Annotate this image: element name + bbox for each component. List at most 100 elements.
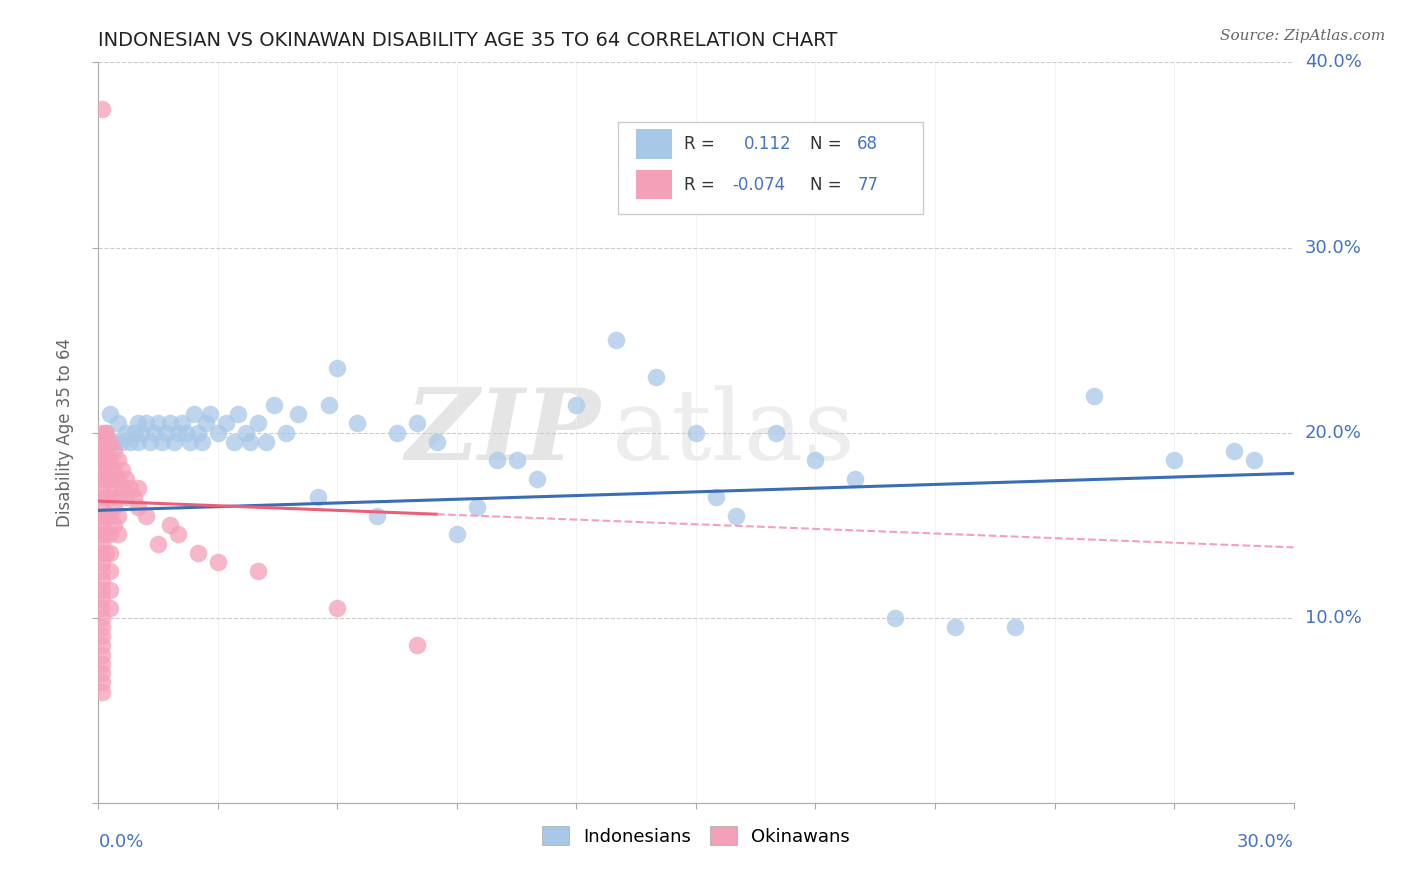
Point (98, 601, 122, 615)
Point (565, 398, 588, 412)
Point (645, 370, 668, 384)
Point (426, 434, 449, 449)
Point (91, 546, 114, 560)
Point (1223, 444, 1246, 458)
Point (287, 407, 309, 421)
Point (96, 425, 118, 440)
Point (103, 500, 125, 514)
Point (91, 444, 114, 458)
Point (239, 434, 262, 449)
Point (127, 434, 149, 449)
Text: N =: N = (810, 176, 841, 194)
Point (274, 425, 297, 440)
Point (91, 574, 114, 588)
Point (91, 685, 114, 699)
Point (172, 417, 194, 431)
Point (91, 592, 114, 607)
Point (91, 491, 114, 505)
Point (163, 434, 186, 449)
Point (91, 481, 114, 495)
Point (96, 425, 118, 440)
Point (159, 417, 181, 431)
Point (96, 472, 118, 486)
Point (307, 491, 329, 505)
Point (346, 417, 368, 431)
Point (804, 453, 827, 467)
Text: 30.0%: 30.0% (1237, 833, 1294, 851)
Text: ZIP: ZIP (405, 384, 600, 481)
Text: R =: R = (685, 135, 714, 153)
Point (98, 407, 122, 421)
Point (107, 508, 129, 523)
Point (526, 472, 548, 486)
Point (91, 648, 114, 662)
Point (98, 565, 122, 579)
Point (107, 417, 129, 431)
Point (187, 546, 209, 560)
Point (174, 425, 197, 440)
Point (183, 407, 205, 421)
Point (150, 434, 173, 449)
Point (91, 508, 114, 523)
Point (91, 582, 114, 597)
Text: N =: N = (810, 135, 841, 153)
Point (506, 453, 529, 467)
Point (91, 536, 114, 550)
Point (207, 555, 229, 569)
Point (96, 434, 118, 449)
Point (148, 417, 170, 431)
Text: INDONESIAN VS OKINAWAN DISABILITY AGE 35 TO 64 CORRELATION CHART: INDONESIAN VS OKINAWAN DISABILITY AGE 35… (98, 30, 838, 50)
Point (107, 527, 129, 541)
Point (124, 425, 146, 440)
Point (98, 546, 122, 560)
Point (98, 472, 122, 486)
Point (98, 582, 122, 597)
Point (135, 508, 157, 523)
Point (246, 565, 269, 579)
Point (107, 453, 129, 467)
Point (96, 491, 118, 505)
Point (91, 102, 114, 116)
Text: 68: 68 (858, 135, 879, 153)
Point (465, 500, 488, 514)
Text: 10.0%: 10.0% (1305, 608, 1361, 627)
Point (91, 425, 114, 440)
Point (91, 666, 114, 681)
Point (91, 639, 114, 653)
Point (235, 425, 257, 440)
Bar (637, 129, 672, 159)
Point (98, 434, 122, 449)
Point (1243, 453, 1265, 467)
Point (91, 657, 114, 671)
Point (91, 620, 114, 634)
Point (155, 425, 177, 440)
Point (167, 527, 190, 541)
Text: atlas: atlas (613, 384, 855, 481)
Point (127, 417, 149, 431)
Point (131, 425, 153, 440)
Point (103, 444, 125, 458)
Legend: Indonesians, Okinawans: Indonesians, Okinawans (534, 819, 858, 853)
Point (98, 453, 122, 467)
Point (943, 620, 966, 634)
Point (179, 434, 201, 449)
Point (195, 417, 218, 431)
Point (326, 601, 349, 615)
FancyBboxPatch shape (619, 121, 922, 214)
Point (91, 555, 114, 569)
Point (96, 462, 118, 476)
Point (91, 527, 114, 541)
Point (124, 491, 146, 505)
Point (96, 527, 118, 541)
Text: Source: ZipAtlas.com: Source: ZipAtlas.com (1219, 29, 1385, 43)
Text: 40.0%: 40.0% (1305, 54, 1361, 71)
Point (111, 481, 134, 495)
Point (107, 472, 129, 486)
Point (326, 360, 349, 375)
Point (366, 508, 388, 523)
Point (724, 508, 747, 523)
Point (139, 434, 162, 449)
Point (91, 629, 114, 643)
Text: 77: 77 (858, 176, 879, 194)
Point (215, 417, 238, 431)
